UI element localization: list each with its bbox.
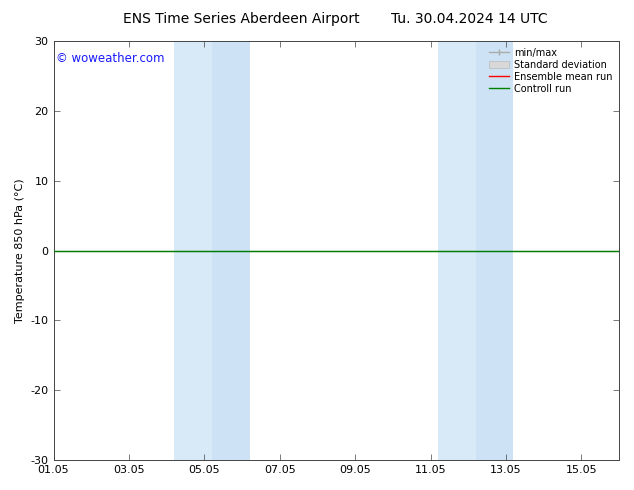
Text: © woweather.com: © woweather.com	[56, 51, 165, 65]
Bar	[438, 41, 476, 460]
Bar	[174, 41, 212, 460]
Bar	[476, 41, 514, 460]
Y-axis label: Temperature 850 hPa (°C): Temperature 850 hPa (°C)	[15, 178, 25, 323]
Legend: min/max, Standard deviation, Ensemble mean run, Controll run: min/max, Standard deviation, Ensemble me…	[488, 46, 614, 96]
Bar	[212, 41, 250, 460]
Text: Tu. 30.04.2024 14 UTC: Tu. 30.04.2024 14 UTC	[391, 12, 548, 26]
Text: ENS Time Series Aberdeen Airport: ENS Time Series Aberdeen Airport	[122, 12, 359, 26]
